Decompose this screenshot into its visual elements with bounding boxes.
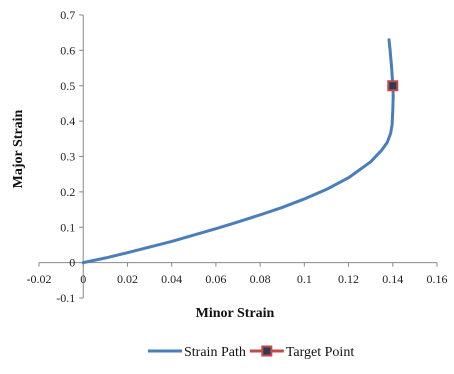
x-tick-label: 0.04 [161, 272, 182, 286]
y-axis-title: Major Strain [11, 109, 26, 188]
legend-label: Strain Path [184, 345, 246, 360]
legend-item: Target Point [249, 345, 354, 360]
x-tick-label: 0.16 [427, 272, 448, 286]
legend-item: Strain Path [148, 345, 246, 360]
y-tick-label: -0.1 [56, 291, 75, 305]
y-tick-label: 0 [69, 256, 75, 270]
y-tick-label: 0.2 [60, 185, 75, 199]
legend: Strain Path Target Point [148, 345, 354, 360]
x-axis-title: Minor Strain [196, 306, 275, 321]
y-tick-label: 0.4 [60, 114, 75, 128]
x-tick-label: 0.12 [338, 272, 359, 286]
x-tick-label: -0.02 [27, 272, 52, 286]
target-point-marker [387, 80, 399, 92]
ticks: -0.02 0 0.02 0.04 0.06 0.08 0.1 0.12 0.14 0.16 -0.… [27, 8, 448, 305]
legend-label: Target Point [286, 345, 354, 360]
x-tick-label: 0.06 [205, 272, 226, 286]
x-tick-label: 0.1 [297, 272, 312, 286]
y-tick-label: 0.5 [60, 79, 75, 93]
legend-swatch-marker [261, 345, 273, 357]
x-tick-label: 0.14 [382, 272, 403, 286]
x-tick-label: 0 [80, 272, 86, 286]
series [81, 38, 399, 265]
x-tick-label: 0.08 [250, 272, 271, 286]
y-tick-label: 0.3 [60, 150, 75, 164]
y-tick-label: 0.1 [60, 220, 75, 234]
series-line-strain-path [81, 38, 395, 265]
y-tick-label: 0.7 [60, 8, 75, 22]
x-tick-label: 0.02 [117, 272, 138, 286]
y-tick-label: 0.6 [60, 43, 75, 57]
